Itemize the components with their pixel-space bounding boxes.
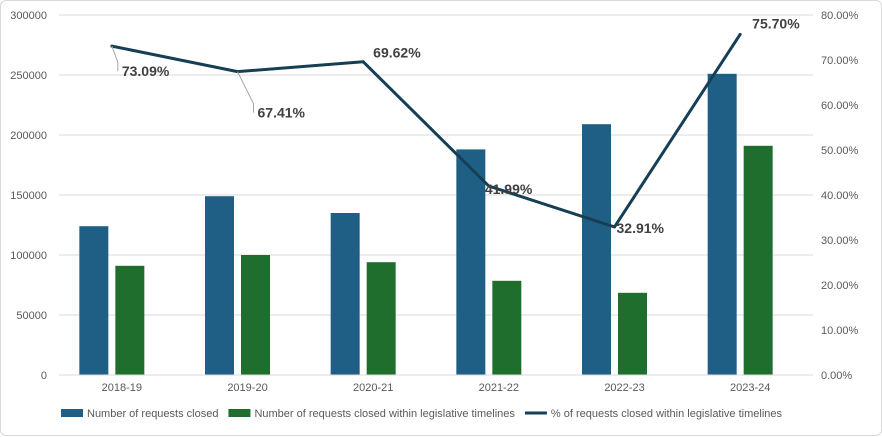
bar — [205, 196, 234, 375]
line-point — [738, 32, 742, 36]
y-left-tick-label: 100000 — [10, 250, 47, 262]
bar — [79, 226, 109, 375]
percent-data-label: 32.91% — [617, 220, 665, 236]
bar — [743, 145, 773, 375]
legend-label: Number of requests closed — [87, 408, 218, 420]
x-tick-label: 2022-23 — [604, 382, 644, 394]
percent-line-series — [111, 33, 742, 229]
y-right-tick-label: 50.00% — [821, 145, 859, 157]
bar — [707, 73, 737, 376]
y-right-tick-label: 0.00% — [821, 370, 852, 382]
legend-label: % of requests closed within legislative … — [551, 408, 783, 420]
bar — [582, 124, 611, 375]
y-right-tick-label: 30.00% — [821, 235, 859, 247]
y-right-tick-label: 20.00% — [821, 280, 859, 292]
line-point — [487, 184, 491, 188]
percent-data-label: 67.41% — [258, 105, 306, 121]
gridlines — [59, 14, 813, 316]
y-left-tick-label: 0 — [41, 370, 47, 382]
x-tick-label: 2020-21 — [353, 382, 393, 394]
x-tick-label: 2019-20 — [227, 382, 267, 394]
x-tick-label: 2018-19 — [102, 382, 142, 394]
y-left-tick-label: 250000 — [10, 70, 47, 82]
leader-line — [111, 45, 119, 72]
bar — [618, 292, 647, 375]
percent-data-label: 69.62% — [373, 45, 421, 61]
bar — [492, 280, 522, 375]
percent-data-label: 75.70% — [752, 15, 800, 31]
x-tick-label: 2023-24 — [730, 382, 770, 394]
y-left-tick-label: 150000 — [10, 190, 47, 202]
legend: Number of requests closed Number of reque… — [61, 408, 783, 420]
axes: 0 50000 100000 150000 200000 250000 300000 0.00… — [10, 10, 858, 394]
bar — [115, 265, 145, 375]
bar — [330, 213, 360, 375]
bar — [241, 255, 270, 375]
y-left-tick-label: 200000 — [10, 130, 47, 142]
legend-swatch — [61, 409, 83, 417]
legend-swatch — [228, 409, 251, 417]
x-tick-label: 2021-22 — [479, 382, 519, 394]
percent-data-label: 73.09% — [122, 63, 170, 79]
y-right-tick-label: 40.00% — [821, 190, 859, 202]
data-labels: 73.09% 67.41% 69.62% 41.99% 32.91% 75.70% — [111, 15, 800, 236]
percent-data-label: 41.99% — [485, 181, 533, 197]
y-right-tick-label: 80.00% — [821, 10, 859, 22]
line-point — [613, 225, 616, 229]
y-right-tick-label: 70.00% — [821, 55, 859, 67]
y-right-tick-label: 10.00% — [821, 325, 859, 337]
legend-label: Number of requests closed within legisla… — [254, 408, 515, 420]
y-right-tick-label: 60.00% — [821, 100, 859, 112]
y-left-tick-label: 50000 — [16, 310, 47, 322]
bars — [79, 73, 773, 376]
line-point — [361, 60, 365, 64]
leader-line — [237, 71, 254, 113]
bar — [366, 262, 396, 375]
bar — [456, 149, 486, 375]
y-left-tick-label: 300000 — [10, 10, 47, 22]
